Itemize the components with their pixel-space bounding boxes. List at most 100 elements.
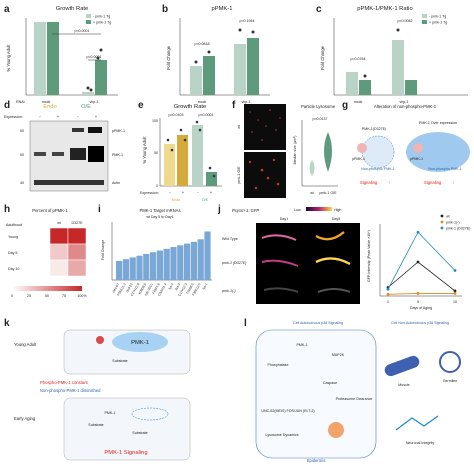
tick-label: wt	[310, 191, 314, 195]
neuron-icon	[395, 415, 439, 431]
tick-label: 10	[453, 300, 457, 304]
blot-band	[34, 152, 46, 156]
phospho-constant: Phospho-PMK-1 constant	[40, 380, 89, 385]
panel-j-letter: j	[217, 204, 221, 215]
heatmap	[49, 227, 87, 277]
ppmk-label: pPMK-1	[410, 157, 423, 161]
legend-marker	[440, 220, 444, 224]
series-point	[453, 269, 457, 272]
point	[194, 60, 198, 64]
bar-b-mock-plus	[203, 56, 215, 95]
heatmap-cell	[67, 227, 87, 245]
panel-g-left-title: PMK-1(D327E)	[362, 127, 386, 131]
band-label: Actin	[112, 181, 120, 185]
intensity-scale	[306, 207, 332, 211]
stage-aging: Early Aging	[14, 416, 36, 421]
worm	[317, 288, 351, 293]
panel-c: c pPMK-1/PMK-1 Ratio Fold Change p=0.076…	[316, 4, 468, 104]
worm	[315, 231, 345, 241]
expr-mark: +	[57, 114, 60, 119]
tick-label: 0	[156, 184, 158, 188]
substrate-label: Substrate	[112, 359, 127, 363]
heatmap-cell	[67, 243, 87, 261]
caspase-node: Caspase	[323, 381, 337, 385]
gene-label: lys-1	[202, 282, 209, 290]
worm	[261, 234, 297, 241]
tick-label: pmk-1 O/E	[319, 191, 337, 195]
legend-entry: pmk-1 (D327E)	[446, 227, 470, 231]
heatmap-row-label: Day 5	[8, 251, 17, 255]
point	[198, 128, 202, 132]
bar	[197, 239, 204, 280]
expr-mark: -	[197, 190, 199, 195]
muscle-icon	[384, 355, 420, 377]
heatmap-cell	[49, 259, 69, 277]
heatmap-cell	[49, 243, 69, 261]
bar-a-vhp-minus	[82, 92, 94, 95]
blot-band	[72, 128, 84, 132]
point	[183, 138, 187, 142]
bar-a-vhp-plus	[95, 60, 107, 95]
blot-band	[52, 152, 64, 156]
series-point	[453, 292, 457, 295]
panel-e-title: Growth Rate	[174, 104, 207, 110]
panel-c-letter: c	[316, 4, 322, 15]
ppmk-label: pPMK-1	[352, 157, 365, 161]
panel-k-letter: k	[4, 318, 10, 329]
point	[86, 86, 90, 90]
lysosome-icon	[328, 422, 344, 438]
series-point	[386, 287, 390, 291]
legend-entry: wt	[446, 215, 450, 219]
panel-e-expression-label: Expression:	[140, 191, 159, 195]
legend-swatch	[422, 14, 427, 18]
ppmk-circle	[357, 143, 367, 153]
panel-f-letter: f	[232, 100, 236, 111]
substrate-label: Substrate	[88, 423, 103, 427]
proteasome-node: Proteasome Clearance	[336, 397, 373, 401]
point	[363, 74, 367, 78]
panel-a: a Growth Rate % Young Adult p<0.0001 p<0…	[4, 4, 118, 104]
cell-autonomous-title: Cell Autonomous p38 Signaling	[293, 321, 343, 325]
panel-i-bars: clec-67F55G11.2dod-22C17H12.8K08D8.5cyp-…	[111, 231, 211, 297]
expr-mark: +	[95, 114, 98, 119]
bar-c-vhp-plus	[405, 80, 417, 95]
pmk-diminished	[131, 407, 169, 421]
panel-g-letter: g	[342, 100, 348, 111]
gene-label: lys-2	[168, 282, 175, 290]
tick-label: 100	[152, 119, 158, 123]
heatmap-row-label: Young	[8, 235, 18, 239]
tick-label: 1	[387, 300, 389, 304]
legend-marker	[440, 226, 444, 230]
pmk-node: PMK-1	[297, 343, 308, 347]
ppmk-circle	[413, 143, 423, 153]
bar	[129, 257, 136, 280]
gene-label: F35E12.5	[191, 282, 201, 296]
mapk-node: MAP2K	[332, 353, 345, 357]
panel-a-legend-1: - pmk-1 Tg	[93, 15, 110, 19]
muscle-label: Muscle	[398, 383, 409, 387]
bar-c-mock-plus	[359, 80, 371, 95]
pmk-label: PMK-1	[105, 411, 116, 415]
panel-e-endo: Endo	[172, 198, 180, 202]
image-label-oe: pmk-1 O/E	[237, 166, 241, 184]
bar	[170, 247, 177, 280]
lysosome-dots	[248, 109, 281, 190]
bar-a-mock-minus	[34, 22, 46, 95]
panel-e-oe: O/E	[202, 198, 209, 202]
kda-label: 50	[20, 129, 24, 133]
worm	[261, 259, 299, 267]
panel-i-subtitle: wt Day 5 to Day1	[146, 215, 173, 219]
nonphospho-label: Non-phospho PMK-1	[428, 167, 462, 171]
bar	[184, 243, 191, 280]
panel-i: i PMK-1 Target mRNAs wt Day 5 to Day1 Fo…	[98, 204, 212, 297]
panel-a-rnai: RNAi:	[16, 100, 25, 104]
heatmap-scale	[12, 286, 82, 291]
panel-c-title: pPMK-1/PMK-1 Ratio	[357, 6, 412, 12]
blot-band	[70, 148, 86, 160]
ellipse-right	[406, 132, 470, 172]
legend-swatch	[86, 20, 91, 24]
point	[208, 166, 212, 170]
micrograph-wt	[244, 104, 286, 150]
p-icon	[96, 336, 104, 344]
panel-j: j Psysm-1::GFP Low High Day1 Day5 Wild T…	[217, 204, 470, 310]
